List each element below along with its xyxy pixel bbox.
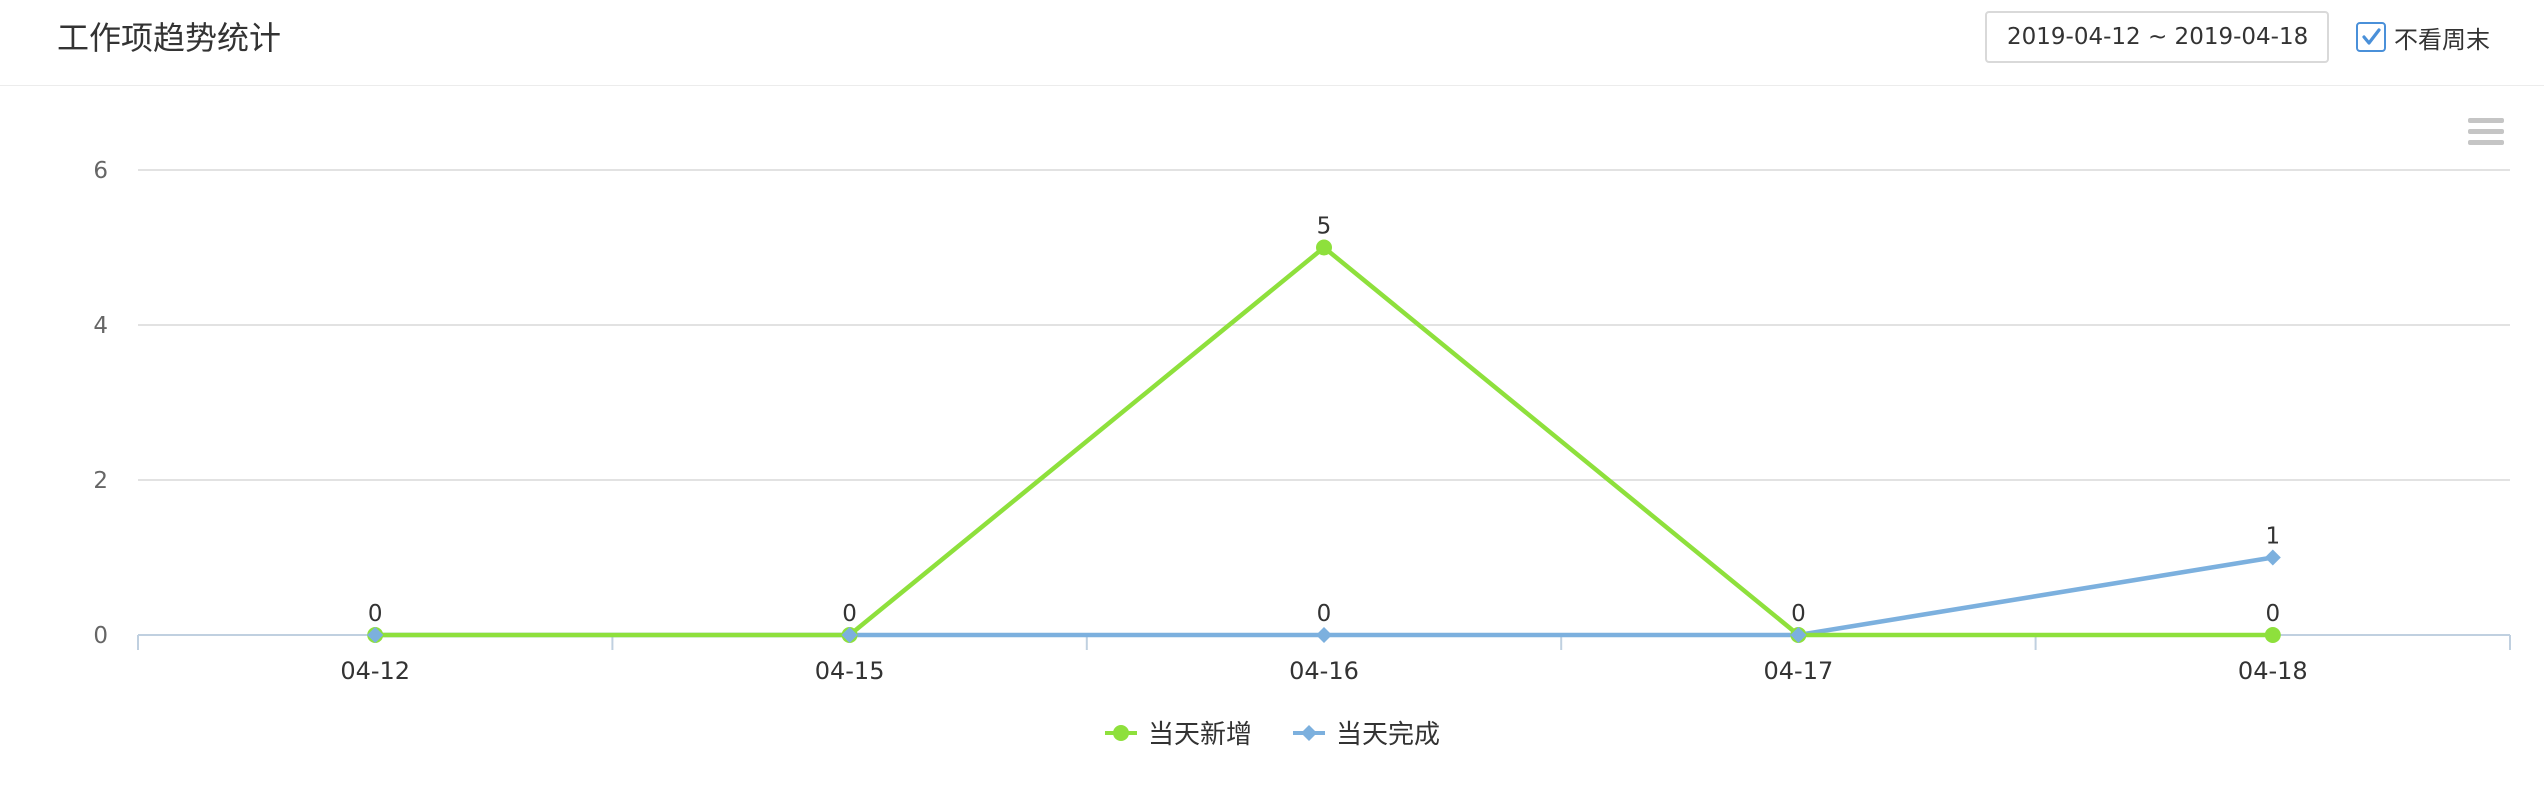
data-label: 0	[368, 601, 383, 627]
series-line	[375, 245, 2273, 638]
legend-circle-marker-icon	[1104, 724, 1137, 741]
chart-legend: 当天新增 当天完成	[0, 714, 2544, 751]
exclude-weekend-label: 不看周末	[2394, 25, 2490, 54]
data-label: 1	[2265, 524, 2280, 550]
exclude-weekend-toggle[interactable]: 不看周末	[2356, 19, 2490, 55]
y-tick-label: 2	[93, 468, 108, 494]
legend-label-series-1: 当天新增	[1147, 720, 1252, 750]
data-point-marker	[2264, 549, 2281, 566]
exclude-weekend-checkbox[interactable]	[2356, 22, 2386, 52]
header-bar: 工作项趋势统计 2019-04-12 ~ 2019-04-18 不看周末	[0, 0, 2544, 86]
legend-diamond-marker-icon	[1293, 724, 1325, 741]
data-point-marker	[2264, 627, 2281, 643]
data-point-marker	[1790, 627, 1807, 643]
x-tick-label: 04-16	[1289, 657, 1359, 685]
line-chart: 0 2 4 6 04-12 04-15 04-16 04-17 04-18 0 0 5 0 0 1 0	[93, 158, 2511, 685]
hamburger-menu-icon[interactable]	[2468, 118, 2506, 150]
data-point-marker	[367, 627, 384, 643]
legend-item-series-2[interactable]: 当天完成	[1292, 714, 1440, 751]
data-point-marker	[841, 627, 858, 643]
data-label: 0	[1317, 601, 1332, 627]
x-tick-label: 04-18	[2238, 657, 2308, 685]
x-tick-label: 04-12	[340, 657, 410, 685]
data-label: 5	[1317, 214, 1332, 240]
data-label: 0	[1791, 601, 1806, 627]
x-tick-label: 04-17	[1764, 657, 1834, 685]
x-tick-label: 04-15	[815, 657, 885, 685]
date-range-picker[interactable]: 2019-04-12 ~ 2019-04-18	[1985, 11, 2329, 63]
data-label: 0	[2265, 601, 2280, 627]
y-tick-label: 6	[93, 158, 108, 184]
y-tick-label: 4	[93, 313, 108, 339]
checkmark-icon	[2362, 28, 2381, 45]
data-point-marker	[1316, 239, 1332, 256]
page-title: 工作项趋势统计	[57, 19, 282, 57]
y-tick-label: 0	[93, 623, 108, 649]
legend-item-series-1[interactable]: 当天新增	[1104, 714, 1252, 751]
legend-label-series-2: 当天完成	[1336, 720, 1441, 750]
data-label: 0	[842, 601, 857, 627]
data-point-marker	[1316, 627, 1332, 643]
